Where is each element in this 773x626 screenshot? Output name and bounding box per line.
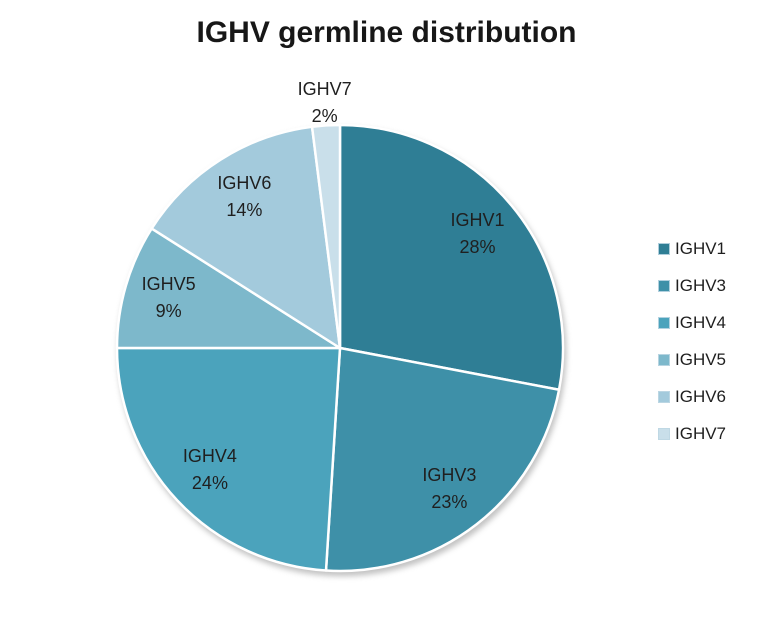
- pie-slice-ighv3: [324, 346, 561, 573]
- slice-label-ighv5: IGHV5 9%: [142, 271, 196, 325]
- legend-swatch-ighv6-icon: [658, 391, 670, 403]
- slice-percent: 28%: [459, 237, 496, 258]
- slice-percent: 24%: [191, 473, 228, 494]
- legend-label: IGHV1: [675, 239, 727, 258]
- legend-item-ighv5: IGHV5: [658, 351, 726, 369]
- legend-item-ighv7: IGHV7: [658, 425, 726, 443]
- chart-title: IGHV germline distribution: [196, 16, 577, 49]
- pie-slice-ighv1: [338, 123, 565, 392]
- slice-label-ighv7: IGHV7 2%: [298, 76, 352, 130]
- legend-label: IGHV4: [675, 313, 727, 332]
- slice-label-ighv6: IGHV6 14%: [217, 170, 271, 224]
- legend-swatch-ighv5-icon: [658, 354, 670, 366]
- legend-label: IGHV3: [675, 276, 727, 295]
- slice-name: IGHV5: [141, 274, 196, 295]
- slice-name: IGHV6: [217, 173, 272, 194]
- slice-label-ighv4: IGHV4 24%: [183, 443, 237, 497]
- legend-label: IGHV7: [675, 424, 727, 443]
- pie-slice-ighv5: [115, 227, 342, 350]
- slice-percent: 14%: [226, 200, 263, 221]
- legend-item-ighv6: IGHV6: [658, 388, 726, 406]
- pie-slice-ighv6: [150, 125, 342, 350]
- legend-swatch-ighv3-icon: [658, 280, 670, 292]
- pie-slice-ighv4: [115, 346, 342, 572]
- slice-name: IGHV7: [297, 79, 352, 100]
- slice-label-ighv1: IGHV1 28%: [450, 207, 504, 261]
- slice-name: IGHV3: [422, 464, 477, 485]
- legend-swatch-ighv1-icon: [658, 243, 670, 255]
- slice-percent: 2%: [311, 106, 338, 127]
- legend-item-ighv1: IGHV1: [658, 240, 726, 258]
- legend-swatch-ighv4-icon: [658, 317, 670, 329]
- legend: IGHV1 IGHV3 IGHV4 IGHV5 IGHV6 IGHV7: [658, 240, 726, 462]
- legend-swatch-ighv7-icon: [658, 428, 670, 440]
- slice-label-ighv3: IGHV3 23%: [422, 462, 476, 516]
- legend-item-ighv4: IGHV4: [658, 314, 726, 332]
- legend-item-ighv3: IGHV3: [658, 277, 726, 295]
- pie-slice-ighv7: [310, 123, 342, 350]
- legend-label: IGHV6: [675, 387, 727, 406]
- slice-name: IGHV4: [182, 446, 237, 467]
- slice-name: IGHV1: [450, 210, 505, 231]
- slice-percent: 9%: [155, 301, 182, 322]
- legend-label: IGHV5: [675, 350, 727, 369]
- slice-percent: 23%: [431, 491, 468, 512]
